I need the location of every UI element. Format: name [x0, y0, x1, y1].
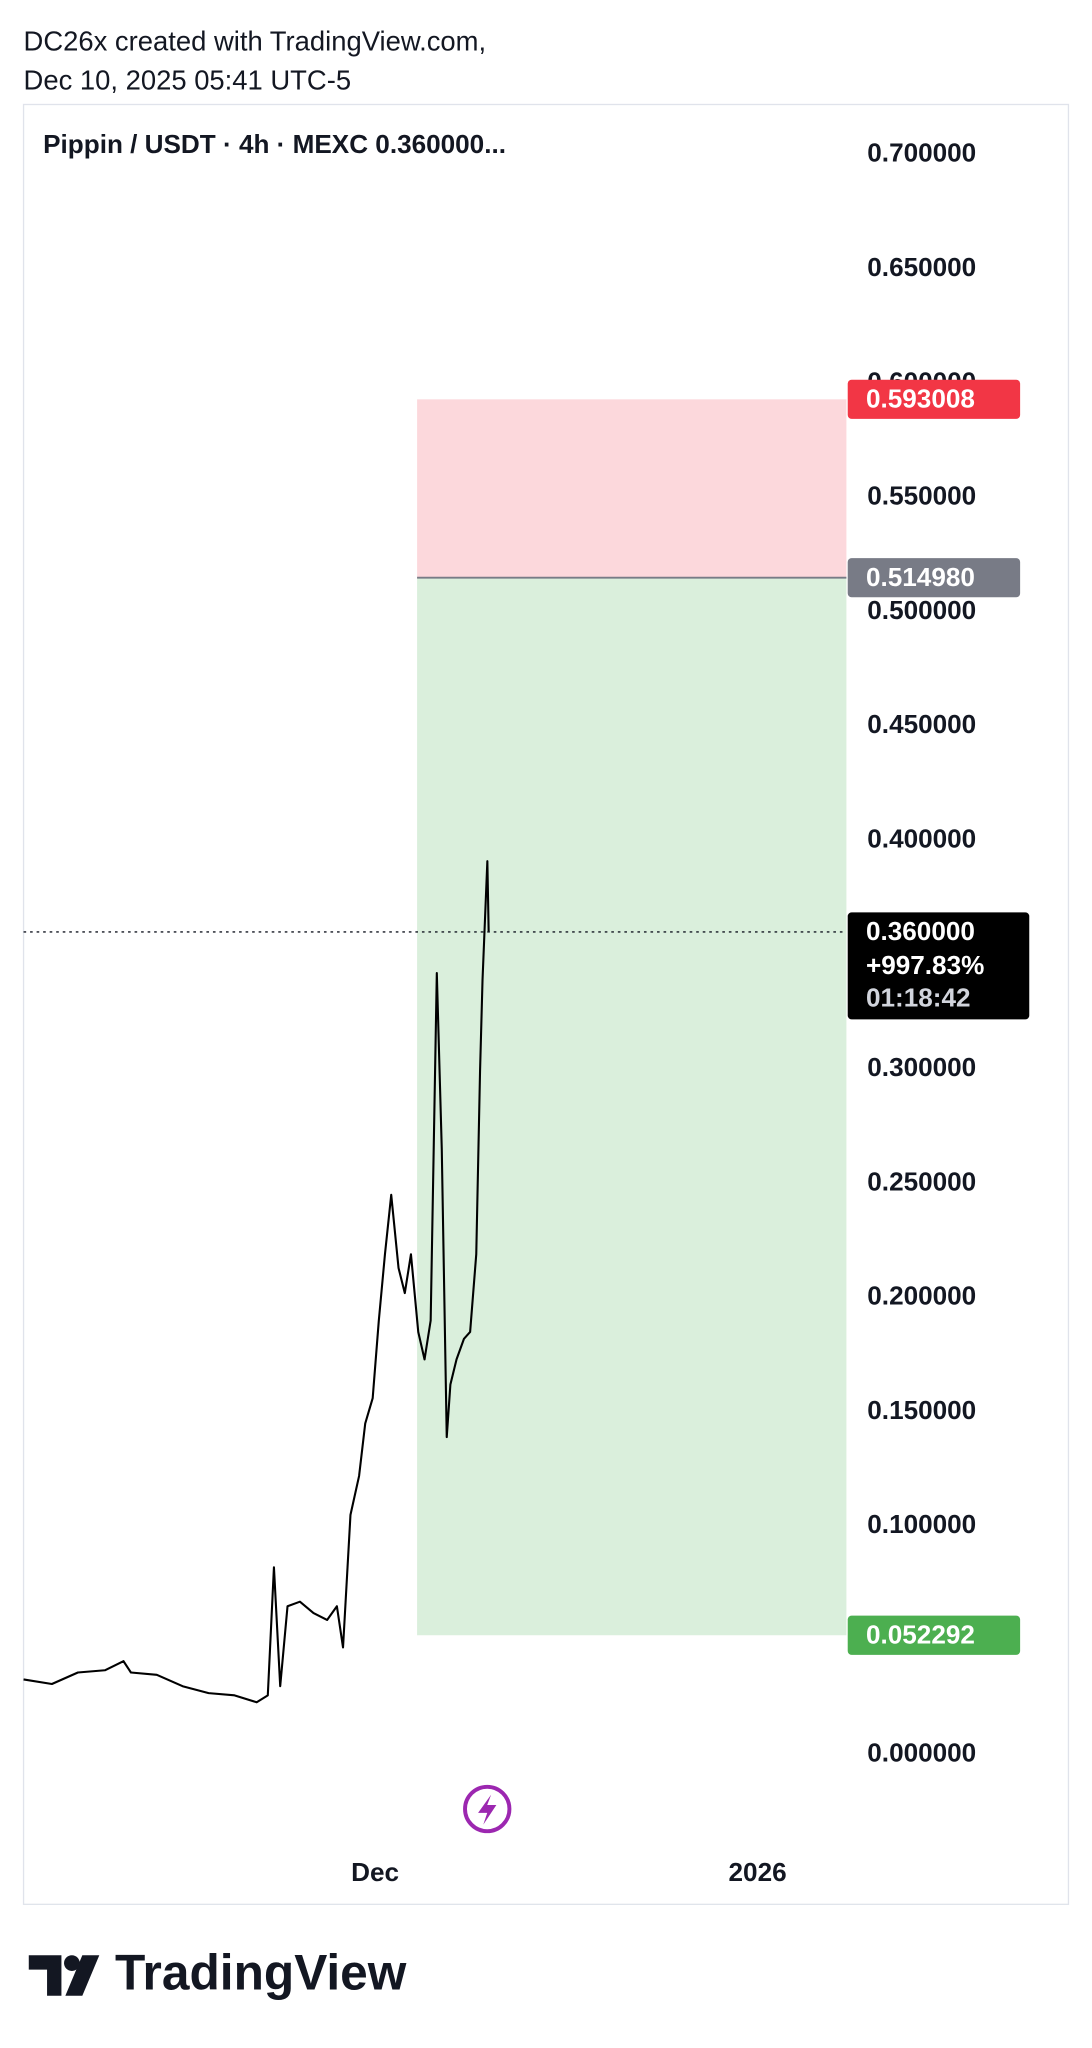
- change-label: +997.83%: [866, 950, 984, 980]
- y-tick-label: 0.100000: [867, 1509, 976, 1539]
- current-price-tag: [847, 912, 1030, 1020]
- lightning-icon[interactable]: [463, 1784, 512, 1834]
- y-tick-label: 0.400000: [867, 823, 976, 853]
- price-tag: [847, 1615, 1021, 1655]
- x-tick-label: 2026: [729, 1857, 787, 1887]
- stop-zone: [417, 399, 847, 578]
- tradingview-logo: [28, 1955, 100, 1996]
- y-tick-label: 0.150000: [867, 1395, 976, 1425]
- y-tick-label: 0.700000: [867, 138, 976, 168]
- countdown: 01:18:42: [866, 983, 971, 1013]
- y-tick-label: 0.250000: [867, 1166, 976, 1196]
- header-line: Dec 10, 2025 05:41 UTC-5: [24, 65, 352, 96]
- y-tick-label: 0.650000: [867, 252, 976, 282]
- price-tag: [847, 379, 1021, 419]
- y-tick-label: 0.200000: [867, 1281, 976, 1311]
- y-tick-label: 0.000000: [867, 1738, 976, 1768]
- target-zone: [417, 577, 847, 1636]
- header-line: DC26x created with TradingView.com,: [24, 25, 487, 56]
- y-tick-label: 0.550000: [867, 481, 976, 511]
- price-line: [23, 860, 490, 1704]
- current-price-label: 0.360000: [866, 916, 975, 946]
- y-tick-label: 0.300000: [867, 1052, 976, 1082]
- price-tag-label: 0.593008: [866, 384, 975, 414]
- y-tick-label: 0.450000: [867, 709, 976, 739]
- price-tag: [847, 558, 1021, 598]
- price-tag-label: 0.052292: [866, 1619, 975, 1649]
- brand: TradingView: [115, 1944, 407, 2000]
- price-tag-label: 0.514980: [866, 562, 975, 592]
- x-tick-label: Dec: [351, 1857, 399, 1887]
- y-tick-label: 0.500000: [867, 595, 976, 625]
- chart-title: Pippin / USDT · 4h · MEXC 0.360000...: [43, 129, 506, 159]
